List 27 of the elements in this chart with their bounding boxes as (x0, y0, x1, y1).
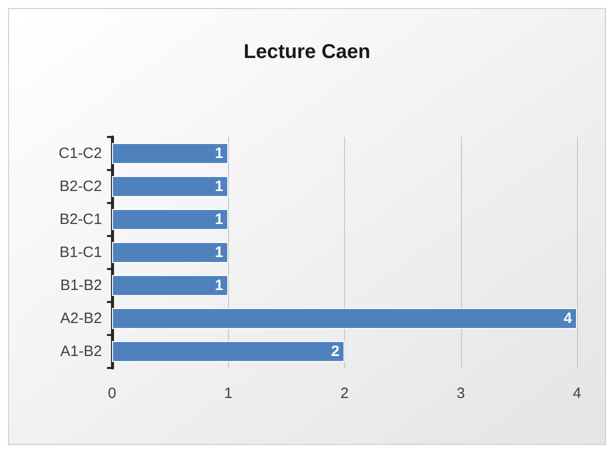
x-tick-label: 1 (224, 385, 232, 402)
y-tick-label: B1-B2 (60, 277, 102, 294)
bar (112, 242, 228, 264)
bar (112, 274, 228, 296)
y-tick-label: A1-B2 (60, 343, 102, 360)
y-tick-label: C1-C2 (58, 145, 102, 162)
data-label: 1 (214, 145, 224, 162)
x-tick-label: 0 (108, 385, 116, 402)
data-label: 1 (214, 211, 224, 228)
data-label: 1 (214, 178, 224, 195)
x-tick-label: 3 (456, 385, 465, 402)
bar (112, 208, 228, 230)
chart-title: Lecture Caen (244, 41, 370, 63)
y-tick-label: B2-C2 (59, 178, 102, 195)
x-tick-label: 2 (340, 385, 349, 402)
data-label: 1 (214, 244, 224, 261)
bar (112, 340, 344, 362)
bar (112, 308, 577, 330)
y-tick-label: A2-B2 (60, 310, 102, 327)
data-label: 2 (331, 343, 340, 360)
x-tick-label: 4 (572, 385, 582, 402)
y-tick-label: B1-C1 (59, 244, 102, 261)
y-tick-label: B2-C1 (59, 211, 102, 228)
data-label: 4 (564, 310, 573, 327)
bar (112, 176, 228, 198)
data-label: 1 (214, 277, 224, 294)
bar (112, 142, 228, 164)
